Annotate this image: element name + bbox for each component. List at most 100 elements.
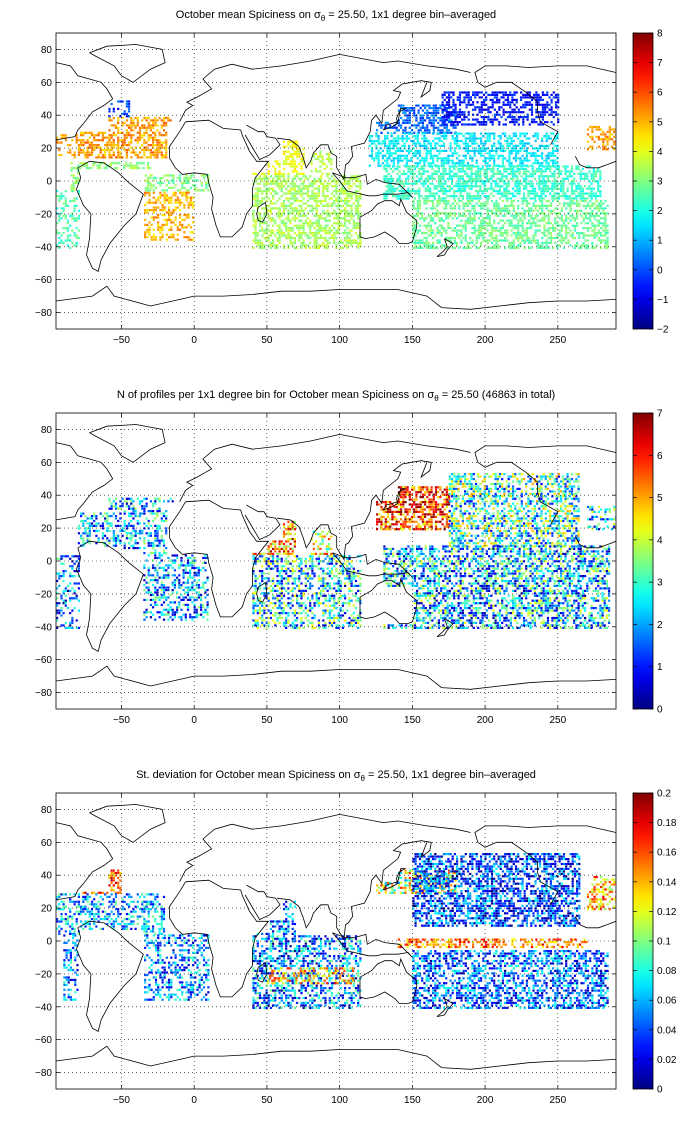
data-cell: [554, 212, 557, 215]
data-cell: [272, 177, 275, 180]
data-cell: [423, 162, 426, 165]
data-cell: [577, 167, 580, 170]
data-cell: [549, 236, 552, 240]
data-cell: [335, 185, 338, 188]
data-cell: [330, 212, 334, 215]
data-cell: [154, 116, 157, 120]
data-cell: [293, 190, 296, 193]
data-cell: [502, 111, 505, 114]
data-cell: [460, 229, 463, 232]
data-cell: [445, 116, 448, 119]
data-cell: [545, 154, 548, 157]
data-cell: [293, 241, 296, 244]
data-cell: [472, 101, 475, 104]
data-cell: [300, 232, 303, 235]
data-cell: [485, 123, 488, 126]
data-cell: [569, 204, 572, 207]
data-cell: [75, 139, 78, 142]
data-cell: [512, 172, 515, 175]
data-cell: [298, 236, 301, 240]
data-cell: [453, 147, 456, 150]
data-cell: [600, 204, 603, 207]
data-cell: [282, 207, 286, 210]
data-cell: [324, 224, 327, 227]
data-cell: [597, 170, 600, 173]
data-cell: [424, 182, 427, 185]
data-cell: [354, 239, 358, 242]
data-cell: [471, 157, 474, 160]
data-cell: [505, 190, 508, 193]
data-cell: [469, 144, 472, 147]
data-cell: [189, 226, 192, 229]
data-cell: [359, 187, 362, 190]
data-cell: [438, 152, 441, 155]
data-cell: [552, 154, 555, 157]
data-cell: [482, 232, 485, 235]
data-cell: [506, 101, 510, 104]
data-cell: [449, 207, 452, 210]
data-cell: [405, 177, 408, 180]
data-cell: [482, 202, 485, 205]
data-cell: [549, 202, 552, 205]
data-cell: [595, 244, 598, 247]
data-cell: [522, 172, 526, 175]
data-cell: [300, 172, 303, 175]
data-cell: [159, 236, 162, 239]
data-cell: [464, 180, 467, 183]
data-cell: [136, 164, 139, 167]
data-cell: [560, 227, 563, 230]
data-cell: [427, 139, 430, 143]
data-cell: [521, 227, 524, 230]
data-cell: [326, 195, 329, 198]
data-cell: [302, 244, 305, 247]
data-cell: [473, 132, 476, 135]
data-cell: [302, 185, 305, 188]
data-cell: [418, 241, 422, 244]
data-cell: [189, 201, 192, 204]
data-cell: [436, 142, 439, 145]
data-cell: [455, 195, 458, 198]
data-cell: [560, 187, 563, 190]
data-cell: [480, 137, 483, 140]
data-cell: [117, 144, 120, 147]
data-cell: [309, 195, 312, 198]
data-cell: [384, 137, 387, 140]
data-cell: [493, 137, 496, 140]
data-cell: [425, 152, 428, 155]
data-cell: [456, 116, 459, 119]
data-cell: [320, 177, 323, 180]
data-cell: [165, 199, 168, 202]
data-cell: [580, 209, 583, 212]
data-cell: [132, 148, 135, 152]
data-cell: [300, 236, 303, 240]
data-cell: [451, 217, 454, 220]
data-cell: [489, 121, 492, 124]
data-cell: [289, 192, 292, 195]
data-cell: [158, 139, 161, 142]
data-cell: [478, 96, 481, 99]
data-cell: [80, 148, 83, 152]
data-cell: [326, 244, 329, 247]
data-cell: [450, 111, 453, 114]
data-cell: [506, 204, 509, 207]
data-cell: [328, 197, 331, 200]
data-cell: [304, 234, 307, 237]
data-cell: [477, 227, 480, 230]
data-cell: [506, 93, 510, 96]
data-cell: [341, 192, 344, 195]
data-cell: [426, 109, 429, 112]
data-cell: [495, 202, 498, 205]
data-cell: [112, 153, 115, 157]
data-cell: [591, 212, 594, 215]
data-cell: [181, 218, 184, 221]
data-cell: [278, 177, 281, 180]
data-cell: [291, 229, 294, 232]
data-cell: [547, 229, 550, 232]
data-cell: [462, 212, 465, 215]
data-cell: [298, 224, 301, 227]
data-cell: [480, 147, 483, 150]
data-cell: [522, 167, 526, 170]
data-cell: [125, 129, 128, 132]
data-cell: [154, 148, 157, 152]
data-cell: [172, 233, 175, 236]
